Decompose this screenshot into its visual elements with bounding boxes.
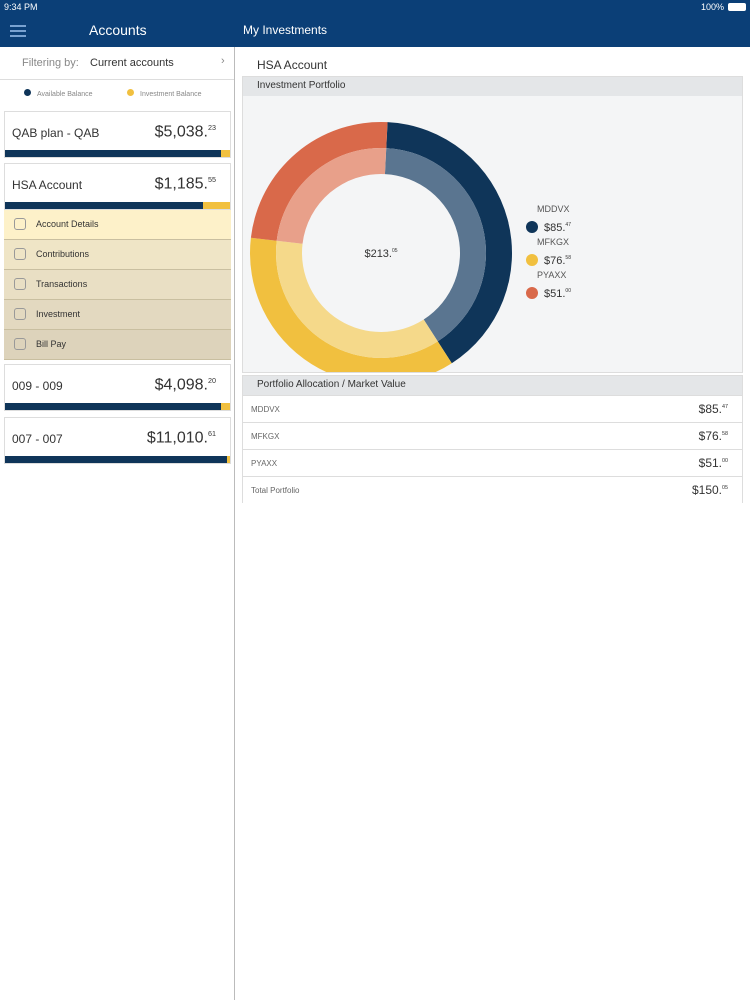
donut-total: $213.05 [364,248,397,260]
menu-label: Contributions [36,249,90,259]
battery-icon [728,3,746,11]
account-name: 009 - 009 [12,379,63,393]
allocation-row: Total Portfolio $150.05 [243,476,742,503]
allocation-box: Portfolio Allocation / Market Value MDDV… [242,375,743,503]
available-bar [5,456,227,463]
donut-chart: MDDVX $85.47 MFKGX $76.58 PYAXX $51.00 $213.05 [250,121,571,385]
menu-item[interactable]: Transactions [4,270,231,300]
fund-amount: $51.00 [698,456,728,470]
menu-icon [14,338,26,350]
menu-label: Investment [36,309,81,319]
allocation-row: PYAXX $51.00 [243,449,742,476]
account-card[interactable]: 009 - 009 $4,098.20 [4,364,231,411]
legend-name: MFKGX [537,237,569,247]
filter[interactable]: Filtering by: Current accounts › [0,47,234,80]
balance-bar [5,202,230,209]
donut-inner-segment [276,240,438,358]
account-card[interactable]: 007 - 007 $11,010.61 [4,417,231,464]
filter-label: Filtering by: [22,57,79,69]
account-name: 007 - 007 [12,432,63,446]
legend-dot [526,287,538,299]
legend-dot [526,221,538,233]
menu-label: Bill Pay [36,339,67,349]
filter-value: Current accounts [90,57,174,69]
legend-value: $85.47 [544,222,571,234]
fund-amount: $76.58 [698,429,728,443]
menu-icon [14,218,26,230]
donut-inner-segment [276,147,387,244]
allocation-row: MDDVX $85.47 [243,395,742,422]
menu-item[interactable]: Bill Pay [4,330,231,360]
legend-value: $76.58 [544,255,571,267]
legend-label: Investment Balance [140,91,202,98]
menu-label: Account Details [36,219,99,229]
menu-icon[interactable] [10,24,26,38]
account-balance: $11,010.61 [146,429,216,447]
donut-outer-segment [250,237,452,385]
legend-item: Available Balance [24,89,93,98]
menu-item[interactable]: Investment [4,300,231,330]
legend-name: MDDVX [537,204,570,214]
accounts-title: Accounts [89,22,147,38]
account-balance: $4,098.20 [154,376,216,394]
account-card[interactable]: HSA Account $1,185.55 [4,163,231,210]
detail-title: HSA Account [257,58,328,72]
legend-item: Investment Balance [127,89,201,98]
clock: 9:34 PM [4,2,38,12]
menu-icon [14,278,26,290]
menu-label: Transactions [36,279,88,289]
legend-label: Available Balance [37,91,93,98]
account-balance: $5,038.23 [154,123,216,141]
chevron: › [221,55,225,67]
account-balance: $1,185.55 [154,175,216,193]
legend-dot [526,254,538,266]
account-name: HSA Account [12,178,83,192]
account-card[interactable]: QAB plan - QAB $5,038.23 [4,111,231,158]
available-bar [5,202,203,209]
fund-amount: $85.47 [698,402,728,416]
fund-name: MFKGX [251,432,280,441]
available-bar [5,150,221,157]
menu-icon [14,248,26,260]
donut-outer-segment [250,121,388,241]
menu-item[interactable]: Account Details [4,210,231,240]
portfolio-box: Investment Portfolio MDDVX $85.47 MFKGX $76… [242,76,743,385]
legend-name: PYAXX [537,270,566,280]
fund-name: Total Portfolio [251,486,300,495]
top-bar: 9:34 PM 100% Accounts My Investments [0,0,750,47]
page-title: My Investments [243,23,328,37]
balance-bar [5,403,230,410]
allocation-title: Portfolio Allocation / Market Value [243,376,742,395]
accounts-panel: Filtering by: Current accounts › Availab… [0,47,235,1000]
balance-bar [5,456,230,463]
legend-value: $51.00 [544,288,571,300]
portfolio-title: Investment Portfolio [243,77,742,96]
battery-level: 100% [700,2,724,12]
allocation-row: MFKGX $76.58 [243,422,742,449]
fund-name: PYAXX [251,459,278,468]
account-name: QAB plan - QAB [12,126,100,140]
available-bar [5,403,221,410]
donut-inner-segment [384,148,486,342]
menu-item[interactable]: Contributions [4,240,231,270]
balance-bar [5,150,230,157]
fund-name: MDDVX [251,405,280,414]
donut-outer-segment [386,122,512,364]
menu-icon [14,308,26,320]
fund-amount: $150.05 [691,483,728,497]
